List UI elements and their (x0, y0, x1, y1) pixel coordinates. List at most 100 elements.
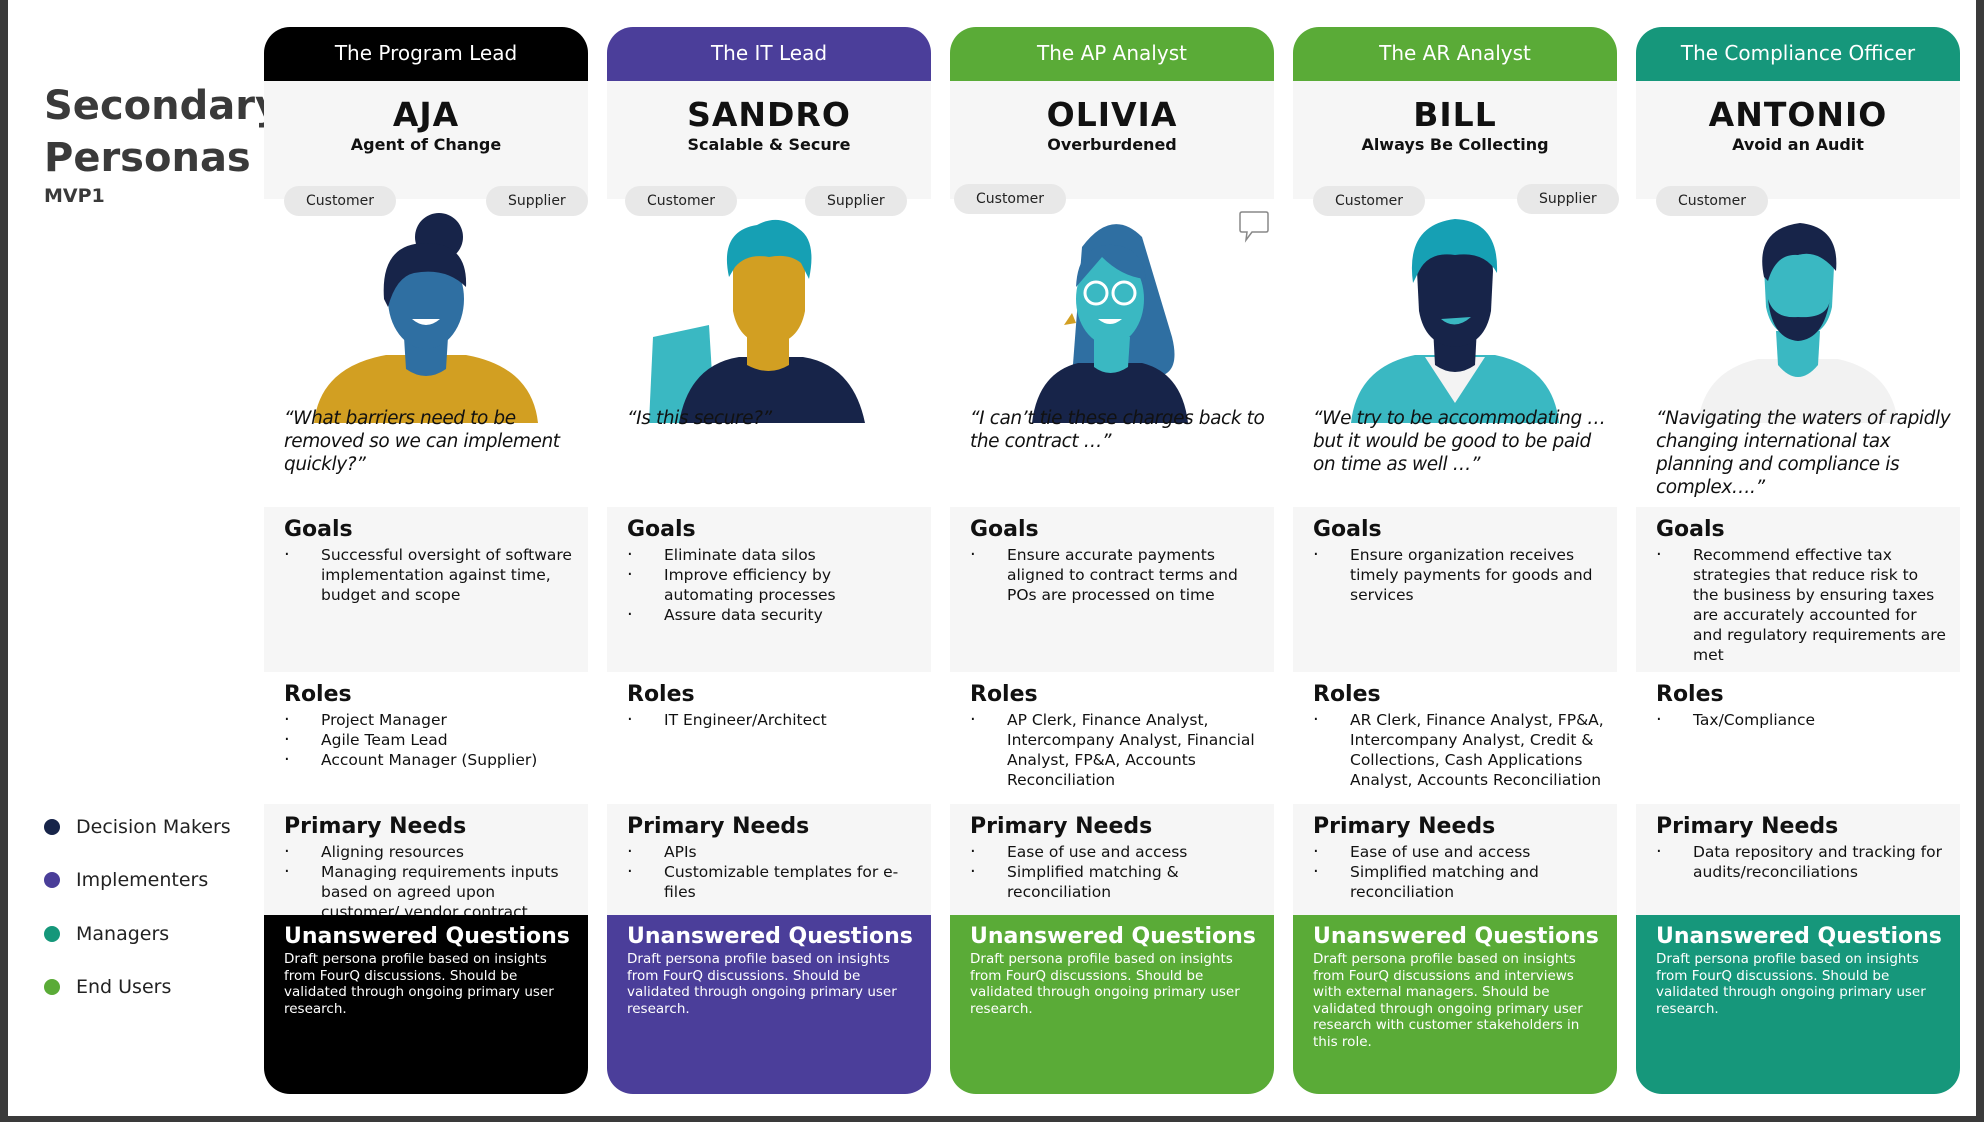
persona-tagline: Avoid an Audit (1732, 135, 1864, 154)
need-item: Ease of use and access (1313, 842, 1605, 862)
persona-name: ANTONIO (1708, 95, 1888, 134)
goals-heading: Goals (970, 517, 1039, 542)
title-line-2: Personas (44, 135, 251, 181)
customer-pill: Customer (284, 186, 397, 216)
customer-pill: Customer (1656, 186, 1769, 216)
persona-tagline: Agent of Change (350, 135, 502, 154)
persona-quote: “We try to be accommodating … but it wou… (1313, 408, 1606, 475)
roles-heading: Roles (284, 682, 352, 707)
persona-quote: “Is this secure?” (627, 408, 772, 429)
need-item: Ease of use and access (970, 842, 1262, 862)
primary-needs-heading: Primary Needs (1656, 814, 1839, 839)
legend-item-decision-makers: Decision Makers (44, 800, 231, 854)
supplier-pill: Supplier (805, 186, 907, 216)
primary-needs-heading: Primary Needs (970, 814, 1153, 839)
role-item: AR Clerk, Finance Analyst, FP&A, Interco… (1313, 710, 1605, 790)
roles-section: Roles AP Clerk, Finance Analyst, Interco… (950, 672, 1274, 804)
goals-heading: Goals (1313, 517, 1382, 542)
persona-name-box: BILL Always Be Collecting (1293, 81, 1617, 199)
supplier-pill: Supplier (1517, 184, 1619, 214)
goals-heading: Goals (284, 517, 353, 542)
legend-dot-icon (44, 979, 60, 996)
speech-bubble-icon (1239, 211, 1269, 243)
unanswered-questions-text: Draft persona profile based on insights … (1656, 951, 1926, 1017)
unanswered-questions-section: Unanswered Questions Draft persona profi… (264, 915, 588, 1094)
primary-needs-heading: Primary Needs (1313, 814, 1496, 839)
need-item: APIs (627, 842, 919, 862)
persona-card-bill: The AR Analyst BILL Always Be Collecting… (1293, 27, 1619, 1094)
persona-header: The AR Analyst (1293, 27, 1617, 81)
persona-header: The Program Lead (264, 27, 588, 81)
goal-item: Eliminate data silos (627, 545, 919, 565)
goal-item: Ensure accurate payments aligned to cont… (970, 545, 1262, 605)
legend-item-managers: Managers (44, 907, 231, 961)
legend-dot-icon (44, 818, 60, 835)
role-item: Agile Team Lead (284, 730, 576, 750)
need-item: Simplified matching and reconciliation (1313, 862, 1605, 902)
roles-heading: Roles (970, 682, 1038, 707)
unanswered-questions-text: Draft persona profile based on insights … (284, 951, 554, 1017)
goals-section: Goals Recommend effective tax strategies… (1636, 507, 1960, 672)
need-item: Customizable templates for e-files (627, 862, 919, 902)
persona-name-box: AJA Agent of Change (264, 81, 588, 199)
persona-tagline: Overburdened (1047, 135, 1177, 154)
goals-section: Goals Ensure organization receives timel… (1293, 507, 1617, 672)
persona-name: BILL (1413, 95, 1497, 134)
woman-glasses-avatar-icon (1032, 224, 1188, 423)
goal-item: Successful oversight of software impleme… (284, 545, 576, 605)
legend-label: Implementers (76, 869, 209, 892)
unanswered-questions-heading: Unanswered Questions (1656, 924, 1942, 949)
persona-name-box: ANTONIO Avoid an Audit (1636, 81, 1960, 199)
persona-name-box: OLIVIA Overburdened (950, 81, 1274, 199)
unanswered-questions-section: Unanswered Questions Draft persona profi… (607, 915, 931, 1094)
roles-heading: Roles (1656, 682, 1724, 707)
customer-pill: Customer (625, 186, 738, 216)
unanswered-questions-text: Draft persona profile based on insights … (1313, 951, 1583, 1050)
unanswered-questions-heading: Unanswered Questions (970, 924, 1256, 949)
role-item: Tax/Compliance (1656, 710, 1948, 730)
slide: Secondary Personas MVP1 Decision Makers … (8, 0, 1976, 1116)
man-beard-avatar-icon (1698, 223, 1898, 423)
goals-section: Goals Ensure accurate payments aligned t… (950, 507, 1274, 672)
role-item: IT Engineer/Architect (627, 710, 919, 730)
man-smiling-avatar-icon (1351, 219, 1559, 423)
goals-heading: Goals (1656, 517, 1725, 542)
goal-item: Ensure organization receives timely paym… (1313, 545, 1605, 605)
primary-needs-section: Primary Needs Ease of use and access Sim… (1293, 804, 1617, 915)
goals-heading: Goals (627, 517, 696, 542)
primary-needs-heading: Primary Needs (627, 814, 810, 839)
woman-bun-avatar-icon (314, 213, 538, 423)
customer-pill: Customer (954, 184, 1067, 214)
persona-quote: “What barriers need to be removed so we … (284, 408, 560, 475)
unanswered-questions-heading: Unanswered Questions (1313, 924, 1599, 949)
page-subtitle: MVP1 (44, 185, 105, 207)
roles-section: Roles Tax/Compliance (1636, 672, 1960, 804)
roles-section: Roles Project Manager Agile Team Lead Ac… (264, 672, 588, 804)
goals-section: Goals Successful oversight of software i… (264, 507, 588, 672)
roles-section: Roles IT Engineer/Architect (607, 672, 931, 804)
primary-needs-section: Primary Needs Ease of use and access Sim… (950, 804, 1274, 915)
legend-label: End Users (76, 976, 172, 999)
unanswered-questions-section: Unanswered Questions Draft persona profi… (1293, 915, 1617, 1094)
man-curly-hair-avatar-icon (649, 219, 865, 423)
unanswered-questions-text: Draft persona profile based on insights … (970, 951, 1240, 1017)
roles-heading: Roles (1313, 682, 1381, 707)
need-item: Managing requirements inputs based on ag… (284, 862, 576, 922)
persona-header: The Compliance Officer (1636, 27, 1960, 81)
legend-item-implementers: Implementers (44, 854, 231, 908)
unanswered-questions-heading: Unanswered Questions (284, 924, 570, 949)
legend-label: Managers (76, 922, 170, 945)
need-item: Aligning resources (284, 842, 576, 862)
goal-item: Improve efficiency by automating process… (627, 565, 919, 605)
persona-card-aja: The Program Lead AJA Agent of Change Cus… (264, 27, 588, 1094)
persona-quote: “I can’t tie these charges back to the c… (970, 408, 1265, 452)
title-line-1: Secondary (44, 83, 282, 129)
primary-needs-section: Primary Needs Data repository and tracki… (1636, 804, 1960, 915)
persona-card-sandro: The IT Lead SANDRO Scalable & Secure Cus… (607, 27, 931, 1094)
persona-tagline: Scalable & Secure (687, 135, 851, 154)
persona-name-box: SANDRO Scalable & Secure (607, 81, 931, 199)
persona-header: The IT Lead (607, 27, 931, 81)
primary-needs-section: Primary Needs APIs Customizable template… (607, 804, 931, 915)
page-title: Secondary Personas (44, 80, 281, 184)
persona-name: SANDRO (687, 95, 851, 134)
